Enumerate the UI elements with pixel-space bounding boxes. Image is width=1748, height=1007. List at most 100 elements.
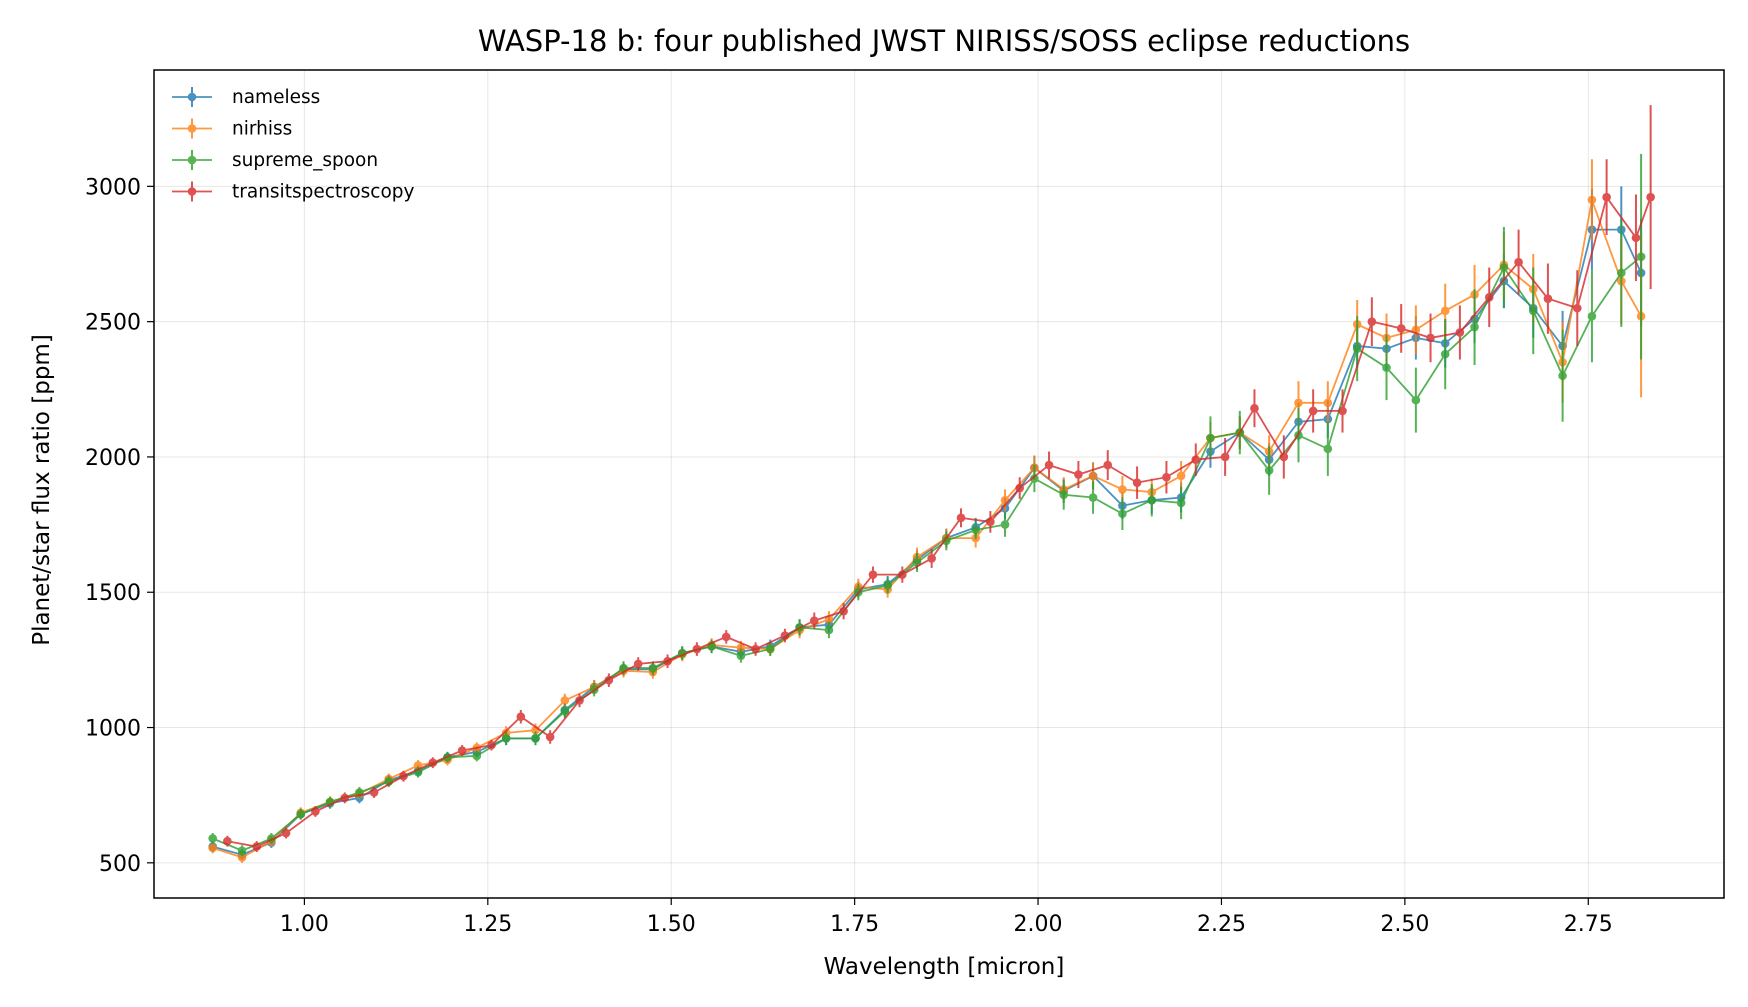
data-point <box>1470 322 1479 332</box>
data-point <box>296 809 306 819</box>
legend-label: nirhiss <box>232 119 292 140</box>
data-point <box>560 706 570 716</box>
data-point <box>1147 495 1157 505</box>
data-point <box>663 656 672 666</box>
x-tick-label: 2.75 <box>1564 912 1613 937</box>
data-point <box>457 746 467 755</box>
legend-marker <box>187 92 197 102</box>
y-axis-ticks: 500 1000 1500 2000 2500 3000 <box>85 175 154 877</box>
chart-title: WASP-18 b: four published JWST NIRISS/SO… <box>478 24 1410 58</box>
data-point <box>531 734 540 743</box>
data-point <box>311 807 320 816</box>
data-point <box>369 788 379 797</box>
data-point <box>1059 490 1069 500</box>
data-point <box>898 570 907 579</box>
data-point <box>1352 344 1362 354</box>
data-point <box>281 828 291 838</box>
data-point <box>1323 398 1333 408</box>
data-point <box>1514 257 1523 267</box>
data-point <box>1000 520 1010 529</box>
legend-entry-transitspectroscopy <box>172 181 212 202</box>
series-layer <box>208 105 1655 863</box>
data-point <box>1015 483 1025 493</box>
x-axis-label: Wavelength [micron] <box>824 954 1065 980</box>
data-point <box>1338 406 1347 416</box>
data-point <box>237 846 247 855</box>
data-point <box>1440 349 1450 359</box>
data-point <box>809 616 819 625</box>
data-point <box>1176 471 1186 481</box>
data-point <box>721 632 731 642</box>
x-tick-label: 1.50 <box>647 912 696 937</box>
legend-entry-nameless <box>172 87 212 107</box>
data-point <box>1118 485 1127 494</box>
data-point <box>1636 252 1646 262</box>
data-point <box>604 675 614 685</box>
legend-label: nameless <box>232 87 320 108</box>
data-point <box>883 581 892 590</box>
data-point <box>1396 324 1406 333</box>
data-point <box>1088 471 1098 481</box>
data-point <box>1411 395 1421 405</box>
y-tick-label: 2000 <box>85 446 141 471</box>
data-point <box>1206 433 1215 443</box>
data-point <box>1044 460 1054 470</box>
data-point <box>1074 470 1083 479</box>
data-point <box>1294 398 1303 408</box>
data-point <box>1220 452 1230 462</box>
data-point <box>1631 233 1641 243</box>
legend-entry-supreme_spoon <box>172 150 212 170</box>
y-tick-label: 3000 <box>85 175 141 200</box>
data-point <box>633 659 643 669</box>
data-point <box>1528 306 1538 316</box>
data-point <box>1308 406 1318 416</box>
legend-label: supreme_spoon <box>232 150 378 171</box>
data-point <box>340 793 350 803</box>
data-point <box>252 842 262 851</box>
data-point <box>986 517 995 527</box>
data-point <box>501 734 511 743</box>
legend-marker <box>187 187 197 196</box>
data-point <box>648 663 658 673</box>
x-tick-label: 1.25 <box>463 912 512 937</box>
axes-frame <box>153 69 1725 899</box>
data-point <box>736 643 746 653</box>
y-tick-label: 500 <box>99 852 141 877</box>
data-point <box>736 651 746 661</box>
x-tick-label: 1.00 <box>280 912 329 937</box>
data-point <box>1499 263 1509 272</box>
data-point <box>472 751 482 761</box>
data-point <box>1382 363 1391 372</box>
data-point <box>428 758 438 768</box>
data-point <box>545 732 555 742</box>
data-point <box>1250 403 1259 413</box>
x-tick-label: 2.25 <box>1197 912 1246 937</box>
data-point <box>1616 268 1626 278</box>
legend-entry-nirhiss <box>172 118 212 139</box>
y-tick-label: 1000 <box>85 717 141 742</box>
data-point <box>1572 303 1582 313</box>
data-point <box>1103 460 1113 470</box>
y-tick-label: 1500 <box>85 581 141 606</box>
data-point <box>1264 466 1274 475</box>
data-point <box>1162 472 1171 482</box>
data-point <box>1587 195 1597 205</box>
y-axis-label: Planet/star flux ratio [ppm] <box>29 334 55 646</box>
series-transitspectroscopy <box>223 105 1655 852</box>
data-point <box>1558 371 1567 381</box>
data-point <box>868 570 878 579</box>
data-point <box>1484 292 1494 302</box>
data-point <box>1543 294 1553 303</box>
data-point <box>692 644 702 654</box>
data-point <box>1132 478 1142 487</box>
data-point <box>1323 444 1333 454</box>
x-tick-label: 2.50 <box>1380 912 1429 937</box>
data-point <box>839 606 848 616</box>
data-point <box>1602 192 1611 202</box>
data-point <box>1455 328 1465 337</box>
series-line <box>227 195 1652 848</box>
data-point <box>1191 455 1201 464</box>
x-tick-label: 1.75 <box>830 912 879 937</box>
